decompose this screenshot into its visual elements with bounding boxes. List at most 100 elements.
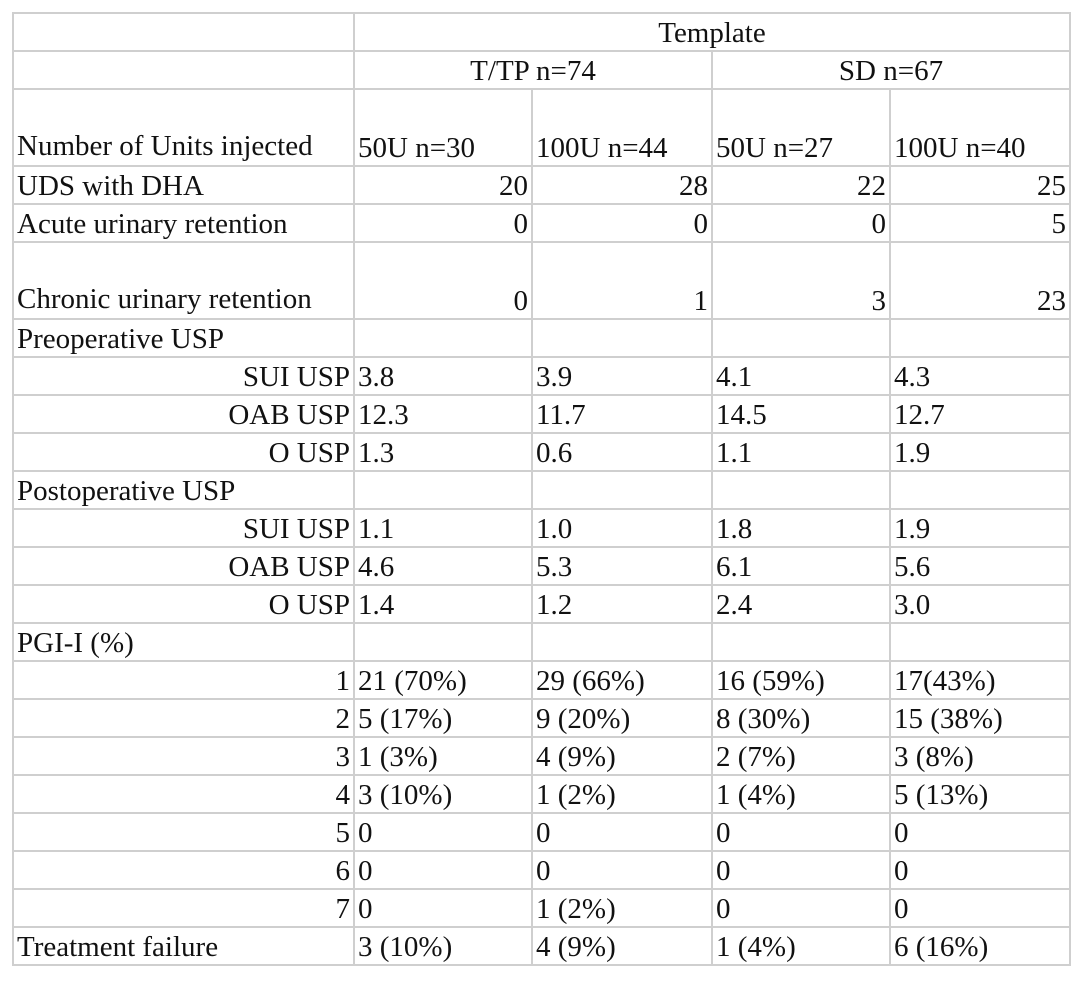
data-cell: 1 (3%) [353,736,533,776]
data-cell: 4.6 [353,546,533,586]
dose-header: 100U n=44 [531,88,713,167]
data-cell: 4 (9%) [531,736,713,776]
data-cell: 14.5 [711,394,891,434]
row-label: Preoperative USP [12,318,355,358]
data-cell: 2.4 [711,584,891,624]
data-cell: 0 [353,888,533,928]
data-cell: 3.8 [353,356,533,396]
corner-cell [12,50,355,90]
data-cell: 17(43%) [889,660,1071,700]
data-cell: 0 [531,850,713,890]
table-row: OAB USP 4.6 5.3 6.1 5.6 [12,546,1071,586]
table-row: Acute urinary retention 0 0 0 5 [12,203,1071,243]
data-cell: 0 [353,850,533,890]
data-cell: 1.9 [889,508,1071,548]
row-label: SUI USP [12,508,355,548]
units-label: Number of Units injected [12,88,355,167]
data-cell: 0 [353,203,533,243]
dose-header: 50U n=27 [711,88,891,167]
data-cell [531,470,713,510]
row-label: O USP [12,432,355,472]
data-cell: 0 [711,812,891,852]
data-cell [353,318,533,358]
dose-header: 100U n=40 [889,88,1071,167]
row-label: UDS with DHA [12,165,355,205]
data-cell: 25 [889,165,1071,205]
table-row: 1 21 (70%) 29 (66%) 16 (59%) 17(43%) [12,660,1071,700]
data-cell [353,470,533,510]
row-label: 7 [12,888,355,928]
table-row: O USP 1.3 0.6 1.1 1.9 [12,432,1071,472]
data-cell [889,622,1071,662]
data-cell: 3 (8%) [889,736,1071,776]
data-cell: 0 [711,850,891,890]
data-cell: 11.7 [531,394,713,434]
data-cell: 12.7 [889,394,1071,434]
data-cell: 6.1 [711,546,891,586]
group-header-sd: SD n=67 [711,50,1071,90]
data-cell: 29 (66%) [531,660,713,700]
data-cell: 21 (70%) [353,660,533,700]
table-row: O USP 1.4 1.2 2.4 3.0 [12,584,1071,624]
data-cell: 3 [711,241,891,320]
data-cell: 15 (38%) [889,698,1071,738]
row-label: 6 [12,850,355,890]
table-row: Postoperative USP [12,470,1071,510]
data-cell: 5.3 [531,546,713,586]
data-cell: 2 (7%) [711,736,891,776]
data-cell: 0 [353,812,533,852]
data-cell: 3 (10%) [353,926,533,966]
data-cell: 8 (30%) [711,698,891,738]
data-cell: 0 [889,812,1071,852]
data-cell: 20 [353,165,533,205]
data-cell [711,622,891,662]
data-cell: 3.0 [889,584,1071,624]
data-cell: 23 [889,241,1071,320]
row-label: Treatment failure [12,926,355,966]
row-label: 3 [12,736,355,776]
table-row: OAB USP 12.3 11.7 14.5 12.7 [12,394,1071,434]
data-cell: 16 (59%) [711,660,891,700]
data-cell: 5.6 [889,546,1071,586]
row-label: 2 [12,698,355,738]
row-label: O USP [12,584,355,624]
row-label: Acute urinary retention [12,203,355,243]
data-cell: 0 [531,203,713,243]
row-label: OAB USP [12,546,355,586]
table-row: Chronic urinary retention 0 1 3 23 [12,241,1071,320]
row-label: OAB USP [12,394,355,434]
template-header: Template [353,12,1071,52]
data-cell: 12.3 [353,394,533,434]
data-cell: 1 (4%) [711,774,891,814]
data-cell: 3 (10%) [353,774,533,814]
row-label: 4 [12,774,355,814]
data-cell: 0 [353,241,533,320]
table-row: SUI USP 3.8 3.9 4.1 4.3 [12,356,1071,396]
data-cell: 1 (2%) [531,888,713,928]
data-cell: 5 (17%) [353,698,533,738]
data-cell: 9 (20%) [531,698,713,738]
data-cell: 22 [711,165,891,205]
dose-header: 50U n=30 [353,88,533,167]
data-cell: 28 [531,165,713,205]
row-label: Postoperative USP [12,470,355,510]
data-cell: 1 (4%) [711,926,891,966]
group-header-ttp: T/TP n=74 [353,50,713,90]
data-cell: 0.6 [531,432,713,472]
row-label: PGI-I (%) [12,622,355,662]
data-cell: 1.9 [889,432,1071,472]
data-cell: 3.9 [531,356,713,396]
data-cell [353,622,533,662]
data-cell [531,622,713,662]
data-cell: 0 [889,850,1071,890]
row-label: 5 [12,812,355,852]
table-row: UDS with DHA 20 28 22 25 [12,165,1071,205]
results-table: Template T/TP n=74 SD n=67 Number of Uni… [12,12,1071,966]
row-label: 1 [12,660,355,700]
table-row: Preoperative USP [12,318,1071,358]
